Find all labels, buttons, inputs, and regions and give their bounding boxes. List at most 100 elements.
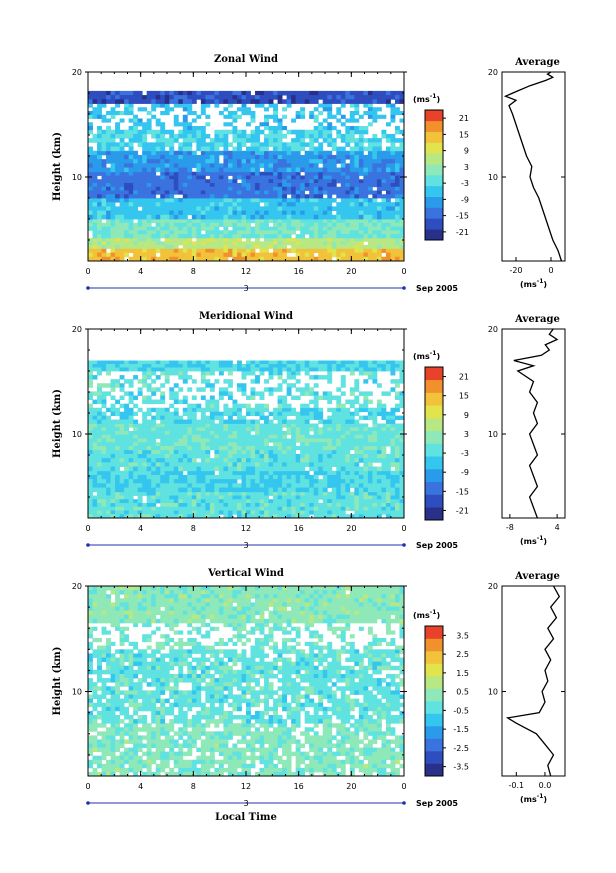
heatmap-cell	[110, 252, 116, 258]
heatmap-cell	[322, 126, 328, 131]
heatmap-cell	[394, 226, 400, 231]
heatmap-cell	[137, 446, 143, 451]
heatmap-cell	[101, 114, 107, 119]
heatmap-cell	[128, 491, 134, 496]
heatmap-cell	[110, 248, 116, 253]
heatmap-cell	[259, 90, 265, 96]
heatmap-cell	[223, 364, 229, 368]
heatmap-cell	[300, 407, 306, 413]
heatmap-cell	[372, 183, 378, 188]
heatmap-cell	[155, 163, 161, 168]
heatmap-cell	[155, 183, 161, 188]
heatmap-cell	[169, 190, 175, 195]
heatmap-cell	[250, 514, 256, 519]
heatmap-cell	[97, 210, 102, 216]
heatmap-cell	[236, 163, 242, 168]
heatmap-cell	[110, 256, 116, 262]
heatmap-cell	[182, 226, 188, 231]
heatmap-cell	[340, 453, 346, 459]
heatmap-cell	[241, 248, 247, 253]
heatmap-cell	[381, 256, 387, 262]
heatmap-cell	[128, 167, 134, 173]
heatmap-cell	[200, 407, 206, 413]
heatmap-cell	[115, 419, 120, 424]
heatmap-cell	[227, 470, 233, 476]
heatmap-cell	[191, 202, 197, 207]
heatmap-cell	[146, 206, 152, 211]
heatmap-cell	[124, 419, 130, 424]
heatmap-cell	[119, 154, 125, 160]
heatmap-cell	[367, 107, 373, 112]
heatmap-cell	[358, 495, 364, 500]
heatmap-cell	[295, 415, 301, 420]
heatmap-cell	[169, 244, 175, 249]
heatmap-cell	[128, 391, 134, 396]
heatmap-cell	[200, 186, 206, 191]
heatmap-cell	[286, 163, 292, 168]
heatmap-cell	[133, 446, 139, 451]
heatmap-cell	[268, 453, 274, 459]
heatmap-cell	[196, 159, 202, 164]
heatmap-cell	[273, 256, 278, 262]
unit-text: (ms	[413, 95, 430, 104]
heatmap-cell	[277, 503, 283, 508]
heatmap-cell	[169, 387, 175, 392]
heatmap-cell	[322, 190, 328, 195]
heatmap-cell	[191, 514, 197, 519]
heatmap-cell	[354, 446, 360, 451]
heatmap-cell	[277, 399, 283, 405]
heatmap-cell	[313, 483, 319, 488]
heatmap-cell	[101, 495, 107, 500]
heatmap-cell	[268, 419, 274, 424]
heatmap-cell	[291, 449, 297, 455]
heatmap-cell	[390, 146, 396, 152]
heatmap-cell	[110, 129, 116, 135]
heatmap-cell	[191, 179, 197, 184]
heatmap-cell	[214, 190, 220, 195]
heatmap-cell	[205, 154, 211, 160]
heatmap-cell	[124, 237, 130, 242]
heatmap-cell	[196, 95, 202, 100]
heatmap-cell	[173, 252, 179, 258]
heatmap-cell	[209, 159, 215, 164]
heatmap-cell	[376, 150, 382, 156]
heatmap-cell	[345, 175, 351, 180]
heatmap-cell	[390, 495, 396, 500]
heatmap-cell	[304, 415, 310, 420]
heatmap-cell	[300, 111, 306, 116]
heatmap-cell	[173, 206, 179, 211]
heatmap-cell	[309, 159, 315, 164]
heatmap-cell	[151, 399, 157, 405]
heatmap-cell	[232, 171, 238, 176]
heatmap-cell	[376, 159, 382, 164]
heatmap-cell	[133, 470, 139, 476]
heatmap-cell	[327, 133, 333, 139]
heatmap-cell	[273, 241, 278, 246]
heatmap-cell	[372, 446, 378, 451]
heatmap-cell	[354, 126, 360, 131]
heatmap-cell	[277, 458, 283, 463]
heatmap-cell	[151, 183, 157, 188]
heatmap-cell	[354, 438, 360, 443]
heatmap-cell	[209, 210, 215, 216]
heatmap-cell	[137, 138, 143, 143]
heatmap-cell	[354, 159, 360, 164]
heatmap-cell	[295, 219, 301, 224]
heatmap-cell	[106, 423, 111, 428]
heatmap-cell	[349, 186, 355, 191]
heatmap-cell	[178, 183, 184, 188]
heatmap-cell	[354, 118, 360, 123]
heatmap-cell	[97, 114, 102, 119]
heatmap-cell	[146, 252, 152, 258]
heatmap-cell	[300, 163, 306, 168]
heatmap-cell	[97, 107, 102, 112]
heatmap-cell	[354, 214, 360, 220]
heatmap-cell	[336, 202, 342, 207]
heatmap-cell	[367, 163, 373, 168]
heatmap-cell	[146, 90, 152, 96]
heatmap-cell	[291, 206, 297, 211]
heatmap-cell	[88, 395, 93, 400]
heatmap-cell	[182, 122, 188, 127]
heatmap-cell	[187, 453, 193, 459]
average-x-axis-label: (ms-1)	[520, 278, 547, 289]
